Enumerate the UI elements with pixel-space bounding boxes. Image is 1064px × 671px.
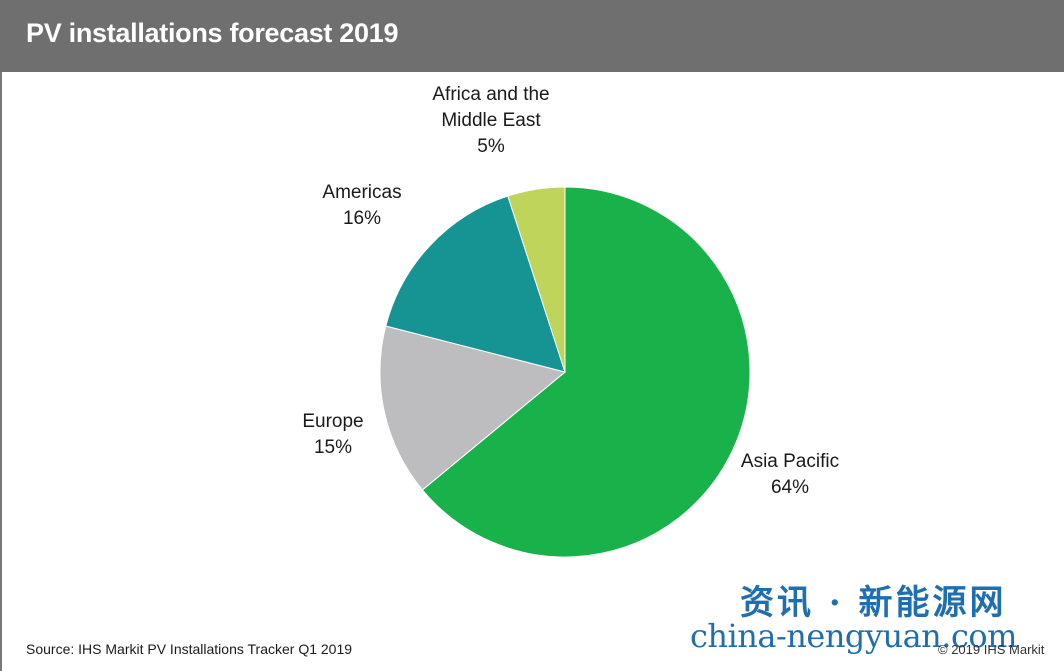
pie-slice-asia-pacific xyxy=(421,186,751,558)
slice-label-europe: Europe 15% xyxy=(302,411,363,458)
slice-label-americas: Americas 16% xyxy=(322,182,401,229)
pie-slices xyxy=(379,186,751,558)
copyright-note: © 2019 IHS Markit xyxy=(938,642,1045,657)
pie-slice-americas xyxy=(385,195,566,373)
watermark-chinese: 资讯 · 新能源网 xyxy=(740,583,1007,623)
slice-label-asia-pacific: Asia Pacific 64% xyxy=(741,451,839,498)
watermark-url: china-nengyuan.com xyxy=(690,617,1017,655)
pie-labels: Asia Pacific 64% Europe 15% Americas 16% Afric… xyxy=(302,84,839,498)
slice-label-africa-and-the-middle-east: Africa and the Middle East 5% xyxy=(432,84,549,157)
pie-slice-europe xyxy=(379,325,567,491)
pie-chart: Asia Pacific 64% Europe 15% Americas 16% Afric… xyxy=(302,84,839,558)
chart-title: PV installations forecast 2019 xyxy=(26,18,399,48)
source-note: Source: IHS Markit PV Installations Trac… xyxy=(26,641,353,657)
chart-header: PV installations forecast 2019 xyxy=(0,0,1064,72)
pie-slice-africa-and-the-middle-east xyxy=(507,186,566,373)
